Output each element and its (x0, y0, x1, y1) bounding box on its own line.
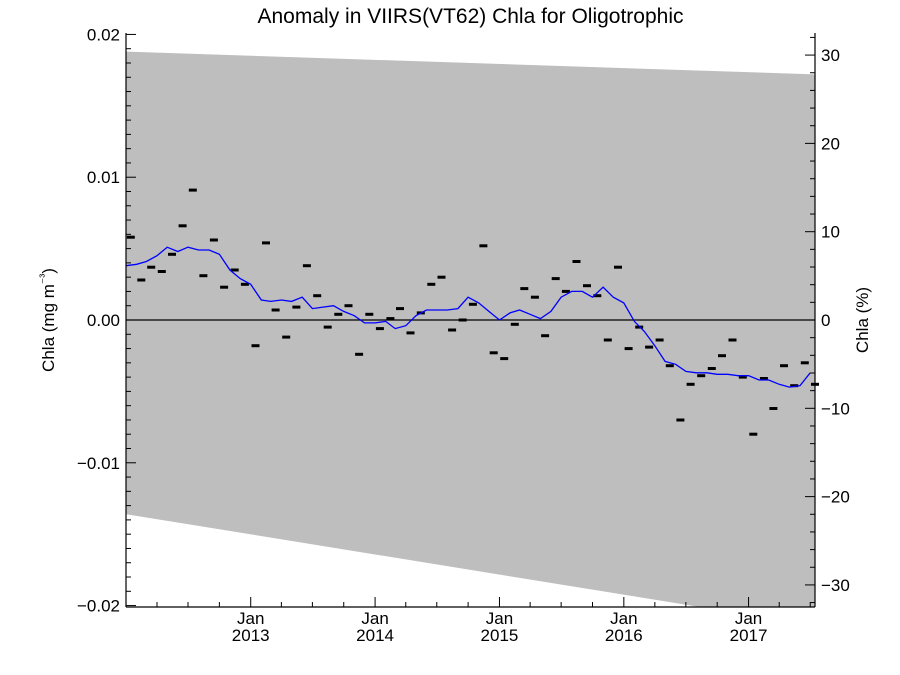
x-tick-label-year: 2014 (356, 626, 394, 645)
x-tick-label-year: 2016 (605, 626, 643, 645)
y-right-tick-label: 10 (821, 223, 840, 242)
anomaly-point (769, 407, 778, 410)
smoothed-line-layer (125, 246, 811, 388)
anomaly-point (406, 331, 415, 335)
anomaly-point (188, 188, 197, 192)
y-left-tick-label: 0.02 (87, 25, 120, 44)
smoothed-anomaly-line (125, 246, 811, 388)
anomaly-point (458, 318, 467, 322)
y-axis-label-left-end: ) (39, 268, 58, 274)
y-left-tick-label: 0.00 (87, 311, 120, 330)
anomaly-point (344, 304, 353, 308)
anomaly-point (530, 295, 539, 299)
y-right-tick-label: −20 (821, 488, 850, 507)
anomaly-point (561, 289, 570, 293)
x-tick-label-year: 2013 (232, 626, 270, 645)
anomaly-point (728, 338, 737, 342)
x-tick-label-month: Jan (237, 609, 264, 628)
anomaly-point (230, 268, 239, 272)
anomaly-point (780, 364, 788, 368)
anomaly-point (396, 307, 404, 311)
anomaly-point (676, 418, 685, 422)
anomaly-point (603, 338, 612, 342)
anomaly-point (178, 224, 187, 228)
x-tick-label-month: Jan (486, 609, 513, 628)
y-right-tick-label: 20 (821, 134, 840, 153)
anomaly-point (697, 374, 706, 378)
y-axis-label-left: Chla (mg m⁻³) (37, 268, 58, 372)
anomaly-point (614, 265, 622, 269)
anomaly-point (437, 275, 446, 279)
y-right-tick-label: 30 (821, 46, 840, 65)
anomaly-point (334, 312, 343, 316)
anomaly-points-layer (126, 188, 819, 436)
anomaly-point (147, 265, 156, 269)
anomaly-point (520, 287, 529, 291)
anomaly-point (800, 361, 809, 365)
anomaly-point (282, 335, 291, 339)
x-tick-label-month: Jan (361, 609, 388, 628)
anomaly-point (655, 338, 664, 342)
x-tick-label-month: Jan (610, 609, 637, 628)
anomaly-point (386, 317, 395, 321)
uncertainty-band-layer (126, 51, 815, 607)
anomaly-point (240, 282, 249, 286)
anomaly-point (468, 302, 477, 306)
anomaly-point (489, 351, 498, 355)
anomaly-point (157, 270, 166, 273)
y-left-tick-label: −0.02 (77, 597, 120, 616)
anomaly-point (126, 235, 135, 239)
anomaly-point (759, 377, 768, 380)
y-right-tick-label: −10 (821, 399, 850, 418)
anomaly-point (510, 322, 519, 326)
anomaly-point (749, 432, 758, 436)
anomaly-point (645, 345, 654, 349)
ticks-layer: 0.02 0.01 0.00 −0.01 −0.02 30 20 10 0 −10 −20 −30 Ja… (77, 25, 850, 645)
anomaly-point (168, 252, 176, 256)
y-axis-label-left-superscript: ⁻³ (37, 274, 51, 284)
anomaly-point (738, 375, 747, 379)
anomaly-point (593, 294, 602, 298)
y-axis-label-left-main: Chla (mg m (39, 284, 58, 372)
y-right-tick-label: −30 (821, 576, 850, 595)
anomaly-point (541, 334, 550, 338)
y-axis-label-right: Chla (%) (853, 287, 872, 353)
anomaly-point (313, 294, 322, 298)
anomaly-point (199, 274, 208, 278)
anomaly-point (707, 367, 716, 370)
anomaly-point (665, 364, 674, 368)
anomaly-point (583, 284, 591, 288)
chart-title: Anomaly in VIIRS(VT62) Chla for Oligotro… (258, 5, 684, 28)
anomaly-point (718, 354, 726, 358)
y-right-tick-label: 0 (821, 311, 830, 330)
y-left-tick-label: −0.01 (77, 454, 120, 473)
y-left-tick-label: 0.01 (87, 168, 120, 187)
anomaly-point (448, 328, 457, 332)
anomaly-point (686, 382, 695, 386)
anomaly-point (251, 344, 260, 348)
anomaly-point (220, 285, 229, 289)
x-tick-label-month: Jan (735, 609, 762, 628)
anomaly-point (262, 241, 270, 245)
anomaly-point (137, 278, 146, 282)
x-tick-label-year: 2015 (481, 626, 519, 645)
anomaly-point (302, 264, 311, 268)
anomaly-point (292, 305, 301, 309)
anomaly-point (551, 277, 560, 281)
uncertainty-band (126, 51, 815, 607)
anomaly-point (271, 308, 280, 312)
anomaly-point (790, 384, 799, 388)
anomaly-point (479, 244, 488, 248)
anomaly-point (323, 325, 332, 329)
anomaly-point (365, 312, 374, 316)
anomaly-point (500, 357, 509, 361)
anomaly-point (209, 238, 218, 242)
anomaly-point (572, 260, 581, 263)
anomaly-point (375, 327, 384, 331)
x-tick-label-year: 2017 (730, 626, 768, 645)
anomaly-point (427, 282, 436, 286)
anomaly-point (624, 347, 633, 351)
anomaly-point (355, 352, 364, 356)
